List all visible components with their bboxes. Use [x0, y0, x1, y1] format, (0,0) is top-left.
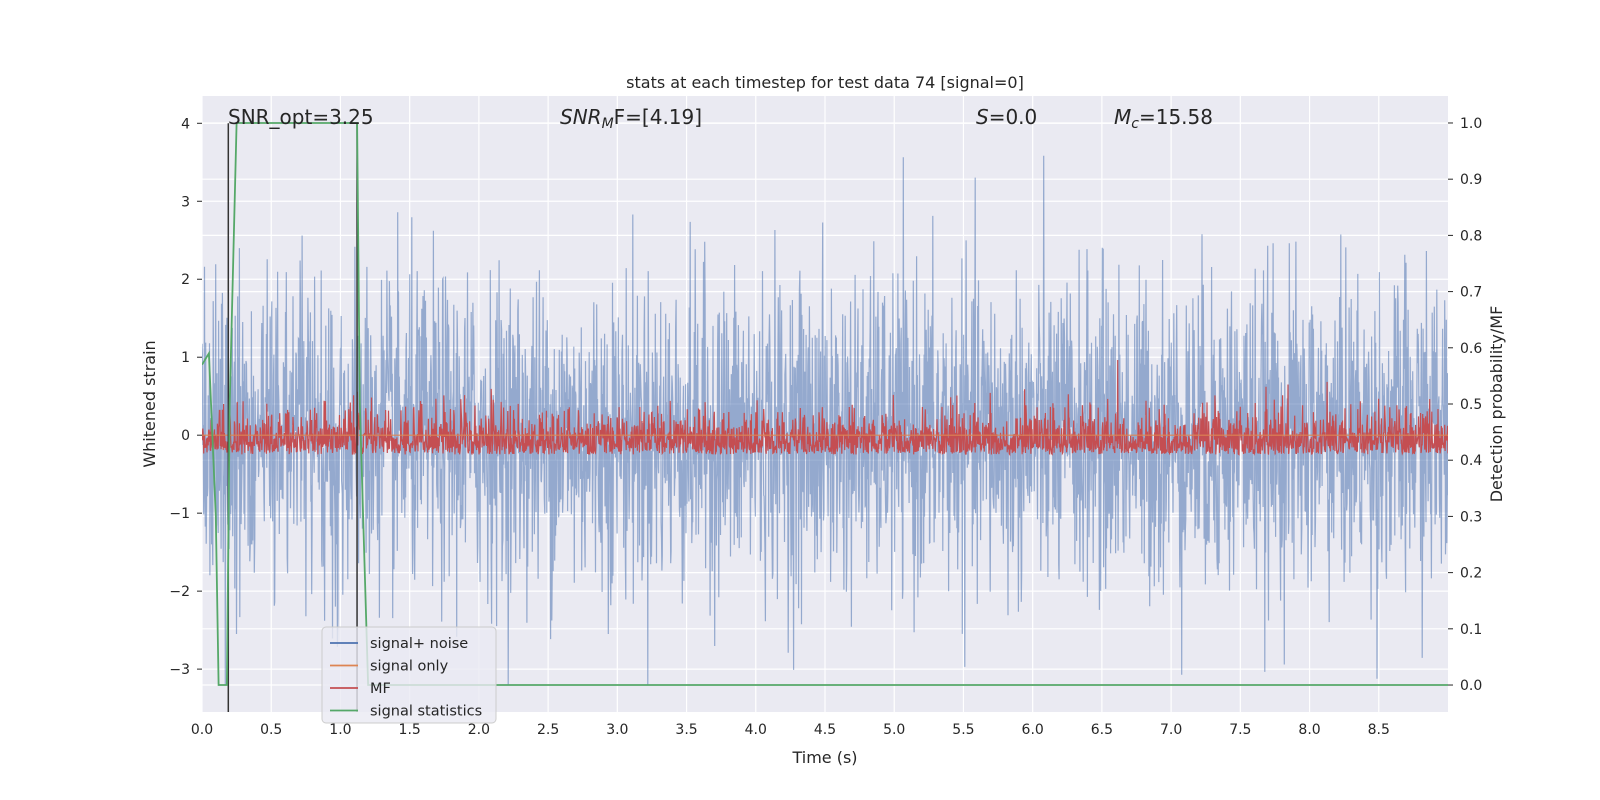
series-mf	[202, 359, 1448, 457]
x-tick-label: 0.0	[191, 722, 213, 738]
x-tick-label: 7.5	[1229, 722, 1251, 738]
snr-mf-value: F=[4.19]	[614, 105, 702, 129]
annotation-s: S=0.0	[976, 105, 1037, 129]
y-tick-label: 3	[181, 194, 190, 210]
x-tick-label: 0.5	[260, 722, 282, 738]
series-signal-noise	[202, 155, 1448, 685]
y2-tick-label: 0.4	[1460, 453, 1482, 469]
y2-tick-label: 0.1	[1460, 622, 1482, 638]
s-value: =0.0	[989, 105, 1038, 129]
s-symbol: S	[976, 105, 989, 129]
x-axis-ticks: 0.0 0.5 1.0 1.5 2.0 2.5 3.0 3.5 4.0 4.5 5.0 5.5 6.0 6…	[191, 722, 1390, 738]
y-axis-label: Whitened strain	[140, 340, 159, 467]
chart-title: stats at each timestep for test data 74 …	[626, 73, 1024, 92]
legend-label: signal+ noise	[370, 636, 468, 652]
mc-value: =15.58	[1139, 105, 1213, 129]
y-tick-label: −2	[169, 584, 190, 600]
legend-label: MF	[370, 681, 391, 697]
legend-label: signal only	[370, 659, 449, 675]
legend-label: signal statistics	[370, 704, 482, 720]
x-tick-label: 8.5	[1368, 722, 1390, 738]
y-tick-label: 2	[181, 272, 190, 288]
y2-tick-label: 1.0	[1460, 116, 1482, 132]
x-axis-label: Time (s)	[791, 748, 857, 767]
y-tick-label: 0	[181, 428, 190, 444]
y2-axis-label: Detection probability/MF	[1487, 306, 1506, 503]
x-tick-label: 3.0	[606, 722, 628, 738]
x-tick-label: 1.0	[329, 722, 351, 738]
x-tick-label: 3.5	[675, 722, 697, 738]
x-tick-label: 4.5	[814, 722, 836, 738]
legend: signal+ noise signal only MF signal statist…	[321, 626, 497, 724]
y2-tick-label: 0.3	[1460, 509, 1482, 525]
x-tick-label: 7.0	[1160, 722, 1182, 738]
y-tick-label: 1	[181, 350, 190, 366]
annotation-snr-mf: SNRMF=[4.19]	[560, 105, 702, 132]
y2-tick-label: 0.2	[1460, 566, 1482, 582]
x-tick-label: 2.5	[537, 722, 559, 738]
x-tick-label: 6.0	[1022, 722, 1044, 738]
y2-tick-label: 0.9	[1460, 172, 1482, 188]
legend-box	[321, 626, 497, 724]
y2-axis-ticks: 0.0 0.1 0.2 0.3 0.4 0.5 0.6 0.7 0.8 0.9 1.0	[1448, 116, 1482, 694]
x-tick-label: 4.0	[745, 722, 767, 738]
snr-mf-symbol: SNR	[560, 105, 602, 129]
mf-line	[202, 359, 1448, 457]
y2-tick-label: 0.7	[1460, 285, 1482, 301]
y-tick-label: −3	[169, 662, 190, 678]
x-tick-label: 1.5	[399, 722, 421, 738]
y2-tick-label: 0.0	[1460, 678, 1482, 694]
x-tick-label: 5.5	[952, 722, 974, 738]
y2-tick-label: 0.8	[1460, 228, 1482, 244]
y-tick-label: 4	[181, 116, 190, 132]
y-tick-label: −1	[169, 506, 190, 522]
y2-tick-label: 0.5	[1460, 397, 1482, 413]
annotation-mc: Mc=15.58	[1114, 105, 1213, 132]
annotation-snr-opt: SNR_opt=3.25	[228, 105, 374, 129]
x-tick-label: 8.0	[1298, 722, 1320, 738]
y2-tick-label: 0.6	[1460, 341, 1482, 357]
signal-noise-line	[202, 155, 1448, 685]
mc-symbol: M	[1114, 105, 1131, 129]
snr-mf-sub: M	[602, 116, 614, 132]
y-axis-ticks: −3 −2 −1 0 1 2 3 4	[169, 116, 202, 678]
x-tick-label: 2.0	[468, 722, 490, 738]
x-tick-label: 5.0	[883, 722, 905, 738]
x-tick-label: 6.5	[1091, 722, 1113, 738]
mc-sub: c	[1131, 116, 1139, 132]
